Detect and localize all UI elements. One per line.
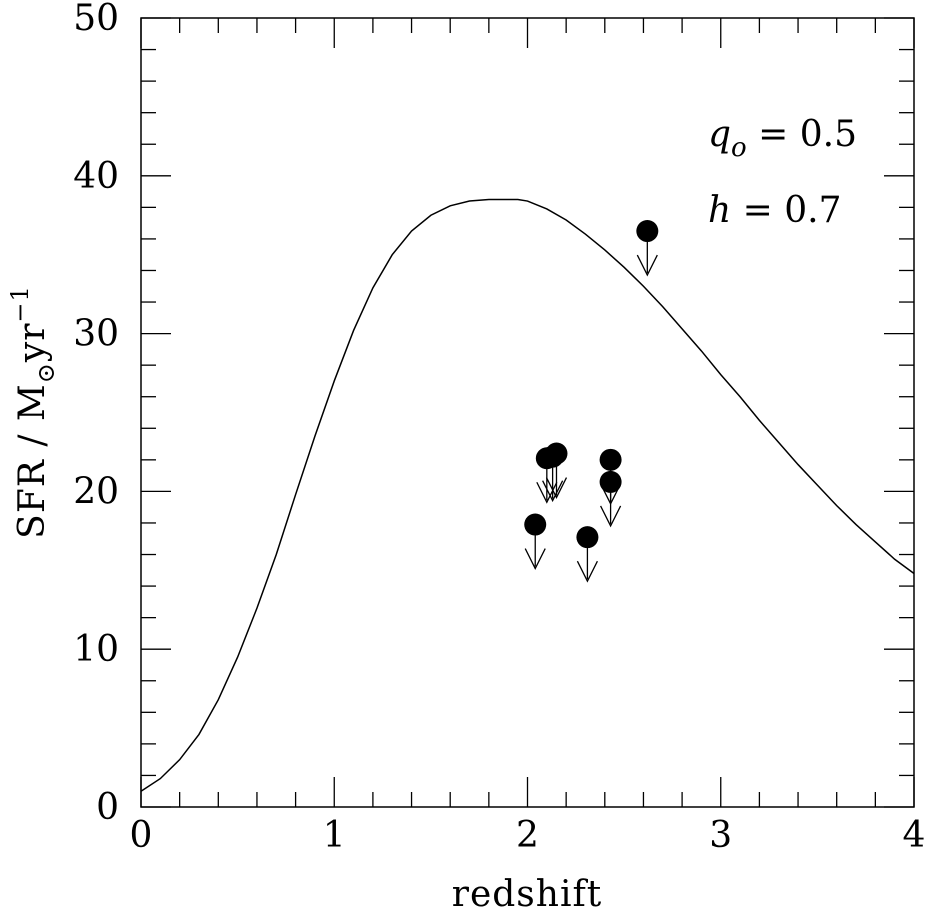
y-axis-label: SFR / M⊙yr−1 bbox=[6, 285, 60, 539]
upper-limit-arrow-head bbox=[576, 560, 598, 583]
upper-limit-point bbox=[636, 220, 659, 277]
upper-limit-point bbox=[545, 442, 568, 499]
x-tick-label: 0 bbox=[130, 815, 153, 856]
y-tick-label: 50 bbox=[73, 0, 119, 39]
upper-limit-arrow-head bbox=[545, 477, 568, 499]
x-tick-label: 4 bbox=[903, 815, 926, 856]
annotation-h: h = 0.7 bbox=[708, 190, 842, 231]
upper-limit-arrow-head bbox=[636, 254, 658, 277]
upper-limit-arrow-head bbox=[536, 481, 558, 504]
sfr-model-curve bbox=[140, 198, 915, 792]
data-point-marker bbox=[576, 526, 599, 549]
y-tick-label: 20 bbox=[73, 471, 119, 512]
x-tick-label: 3 bbox=[709, 815, 732, 856]
data-point-marker bbox=[599, 470, 622, 493]
y-tick-label: 40 bbox=[73, 156, 119, 197]
annotation-q0: qo = 0.5 bbox=[708, 114, 857, 163]
axis-ticks bbox=[140, 17, 915, 808]
y-tick-label: 30 bbox=[73, 314, 119, 355]
upper-limit-arrow-head bbox=[542, 480, 564, 503]
upper-limit-arrow-head bbox=[600, 505, 622, 528]
upper-limit-point bbox=[599, 470, 622, 528]
data-point-marker bbox=[524, 513, 547, 536]
x-tick-label: 1 bbox=[323, 815, 346, 856]
data-point-marker bbox=[599, 448, 622, 471]
y-tick-label: 0 bbox=[96, 787, 119, 828]
upper-limit-points bbox=[524, 220, 659, 583]
x-tick-label: 2 bbox=[516, 815, 539, 856]
y-tick-label: 10 bbox=[73, 629, 119, 670]
x-axis-label: redshift bbox=[452, 874, 603, 915]
data-point-marker bbox=[545, 442, 568, 465]
upper-limit-arrow-head bbox=[524, 548, 546, 570]
data-point-marker bbox=[636, 220, 659, 243]
upper-limit-point bbox=[524, 513, 547, 570]
upper-limit-point bbox=[576, 526, 599, 583]
